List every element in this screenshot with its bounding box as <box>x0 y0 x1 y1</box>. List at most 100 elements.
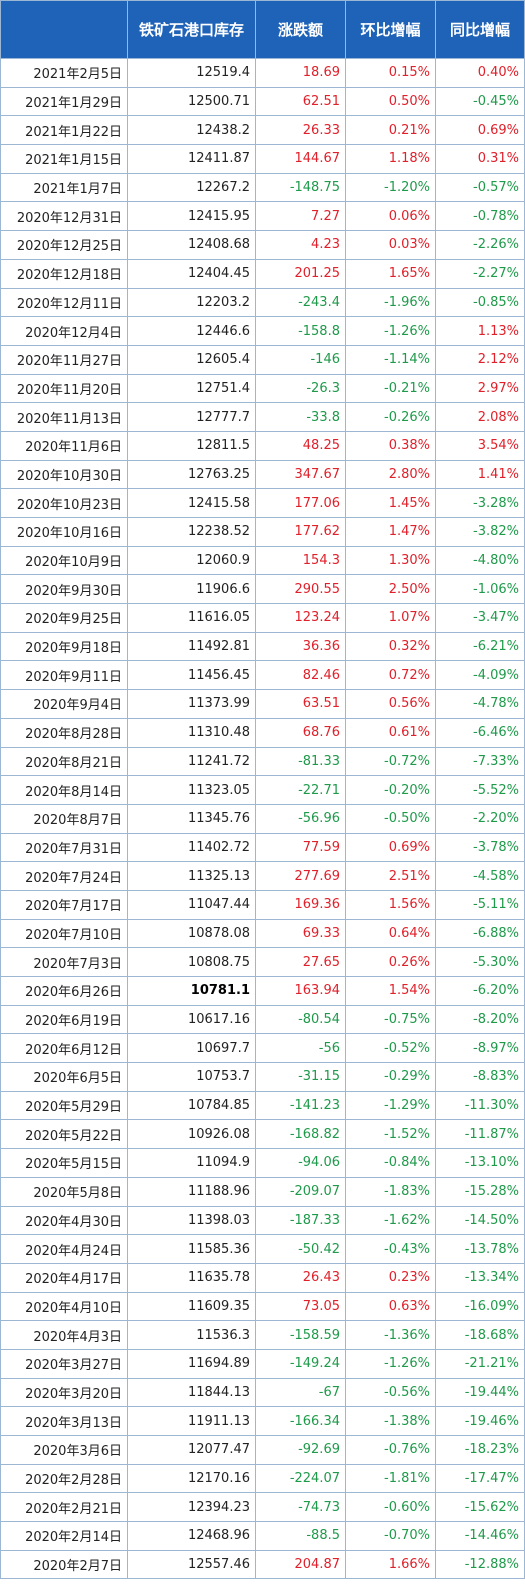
date-cell: 2020年8月14日 <box>0 775 128 805</box>
table-row: 2020年8月28日 11310.48 68.76 0.61% -6.46% <box>0 717 525 748</box>
inventory-cell: 12408.68 <box>127 230 256 260</box>
table-row: 2020年3月13日 11911.13 -166.34 -1.38% -19.46% <box>0 1406 525 1436</box>
table-row: 2020年2月7日 12557.46 204.87 1.66% -12.88% <box>0 1549 525 1580</box>
wow-change-cell: -1.14% <box>345 344 436 375</box>
change-cell: -33.8 <box>255 402 346 432</box>
table-row: 2020年10月9日 12060.9 154.3 1.30% -4.80% <box>0 545 525 576</box>
change-cell: 347.67 <box>255 459 346 490</box>
wow-change-cell: -0.60% <box>345 1492 436 1523</box>
table-row: 2020年8月21日 11241.72 -81.33 -0.72% -7.33% <box>0 746 525 777</box>
inventory-cell: 12763.25 <box>127 459 256 490</box>
yoy-change-cell: -0.45% <box>435 86 525 117</box>
date-cell: 2020年2月7日 <box>0 1549 128 1580</box>
yoy-change-cell: -0.78% <box>435 201 525 232</box>
table-row: 2020年9月4日 11373.99 63.51 0.56% -4.78% <box>0 689 525 719</box>
date-cell: 2020年6月12日 <box>0 1033 128 1064</box>
wow-change-cell: -0.26% <box>345 402 436 432</box>
change-cell: 123.24 <box>255 603 346 633</box>
inventory-cell: 11911.13 <box>127 1406 256 1436</box>
wow-change-cell: 0.64% <box>345 918 436 949</box>
inventory-cell: 11323.05 <box>127 775 256 805</box>
table-row: 2020年3月20日 11844.13 -67 -0.56% -19.44% <box>0 1377 525 1408</box>
yoy-change-cell: -0.85% <box>435 287 525 318</box>
yoy-change-cell: -19.44% <box>435 1377 525 1408</box>
table-row: 2020年2月21日 12394.23 -74.73 -0.60% -15.62% <box>0 1492 525 1523</box>
date-cell: 2020年7月17日 <box>0 889 128 920</box>
inventory-cell: 12060.9 <box>127 545 256 576</box>
wow-change-cell: 2.80% <box>345 459 436 490</box>
wow-change-cell: 0.56% <box>345 689 436 719</box>
yoy-change-cell: -0.57% <box>435 172 525 203</box>
yoy-change-cell: -8.97% <box>435 1033 525 1064</box>
yoy-change-cell: -18.23% <box>435 1435 525 1465</box>
date-cell: 2021年2月5日 <box>0 58 128 88</box>
wow-change-cell: 1.07% <box>345 603 436 633</box>
wow-change-cell: -1.26% <box>345 316 436 346</box>
inventory-cell: 11456.45 <box>127 660 256 691</box>
date-cell: 2020年7月31日 <box>0 832 128 863</box>
yoy-change-cell: -19.46% <box>435 1406 525 1436</box>
inventory-cell: 10878.08 <box>127 918 256 949</box>
table-row: 2021年1月22日 12438.2 26.33 0.21% 0.69% <box>0 115 525 146</box>
table-row: 2020年3月6日 12077.47 -92.69 -0.76% -18.23% <box>0 1435 525 1465</box>
table-row: 2020年8月14日 11323.05 -22.71 -0.20% -5.52% <box>0 775 525 805</box>
yoy-change-cell: -17.47% <box>435 1463 525 1494</box>
date-cell: 2020年12月18日 <box>0 258 128 289</box>
wow-change-cell: -0.29% <box>345 1062 436 1092</box>
yoy-change-cell: -13.10% <box>435 1148 525 1178</box>
inventory-cell: 12446.6 <box>127 316 256 346</box>
yoy-change-cell: -3.47% <box>435 603 525 633</box>
table-row: 2020年5月29日 10784.85 -141.23 -1.29% -11.30% <box>0 1090 525 1121</box>
inventory-cell: 11373.99 <box>127 689 256 719</box>
table-row: 2020年4月24日 11585.36 -50.42 -0.43% -13.78% <box>0 1234 525 1264</box>
table-row: 2020年5月15日 11094.9 -94.06 -0.84% -13.10% <box>0 1148 525 1178</box>
yoy-change-cell: -1.06% <box>435 574 525 605</box>
inventory-cell: 12077.47 <box>127 1435 256 1465</box>
yoy-change-cell: -14.50% <box>435 1205 525 1236</box>
yoy-change-cell: 0.31% <box>435 144 525 174</box>
table-row: 2020年9月30日 11906.6 290.55 2.50% -1.06% <box>0 574 525 605</box>
table-row: 2020年11月27日 12605.4 -146 -1.14% 2.12% <box>0 344 525 375</box>
inventory-cell: 12267.2 <box>127 172 256 203</box>
change-cell: -149.24 <box>255 1348 346 1379</box>
wow-change-cell: -0.20% <box>345 775 436 805</box>
yoy-change-cell: -21.21% <box>435 1348 525 1379</box>
wow-change-cell: 0.26% <box>345 947 436 977</box>
inventory-cell: 12394.23 <box>127 1492 256 1523</box>
date-cell: 2020年8月28日 <box>0 717 128 748</box>
date-cell: 2020年7月10日 <box>0 918 128 949</box>
date-cell: 2020年9月4日 <box>0 689 128 719</box>
yoy-change-cell: -4.78% <box>435 689 525 719</box>
wow-change-cell: -0.76% <box>345 1435 436 1465</box>
date-cell: 2020年4月24日 <box>0 1234 128 1264</box>
inventory-cell: 11694.89 <box>127 1348 256 1379</box>
change-cell: -187.33 <box>255 1205 346 1236</box>
date-cell: 2020年9月18日 <box>0 631 128 662</box>
date-cell: 2020年12月11日 <box>0 287 128 318</box>
wow-change-cell: -0.56% <box>345 1377 436 1408</box>
change-cell: -88.5 <box>255 1521 346 1551</box>
inventory-cell: 11609.35 <box>127 1291 256 1322</box>
date-cell: 2020年8月21日 <box>0 746 128 777</box>
inventory-cell: 12605.4 <box>127 344 256 375</box>
yoy-change-cell: 2.12% <box>435 344 525 375</box>
inventory-cell: 12751.4 <box>127 373 256 404</box>
date-cell: 2020年2月21日 <box>0 1492 128 1523</box>
yoy-change-cell: -2.27% <box>435 258 525 289</box>
wow-change-cell: -0.70% <box>345 1521 436 1551</box>
change-cell: -166.34 <box>255 1406 346 1436</box>
inventory-cell: 11906.6 <box>127 574 256 605</box>
inventory-cell: 10784.85 <box>127 1090 256 1121</box>
inventory-cell: 10753.7 <box>127 1062 256 1092</box>
date-cell: 2020年9月11日 <box>0 660 128 691</box>
table-row: 2020年10月23日 12415.58 177.06 1.45% -3.28% <box>0 488 525 518</box>
yoy-change-cell: -6.21% <box>435 631 525 662</box>
inventory-cell: 11492.81 <box>127 631 256 662</box>
yoy-change-cell: -11.87% <box>435 1119 525 1150</box>
date-cell: 2020年3月13日 <box>0 1406 128 1436</box>
wow-change-cell: 0.63% <box>345 1291 436 1322</box>
change-cell: -168.82 <box>255 1119 346 1150</box>
table-row: 2020年12月31日 12415.95 7.27 0.06% -0.78% <box>0 201 525 232</box>
yoy-change-cell: -3.82% <box>435 517 525 547</box>
date-cell: 2020年4月30日 <box>0 1205 128 1236</box>
